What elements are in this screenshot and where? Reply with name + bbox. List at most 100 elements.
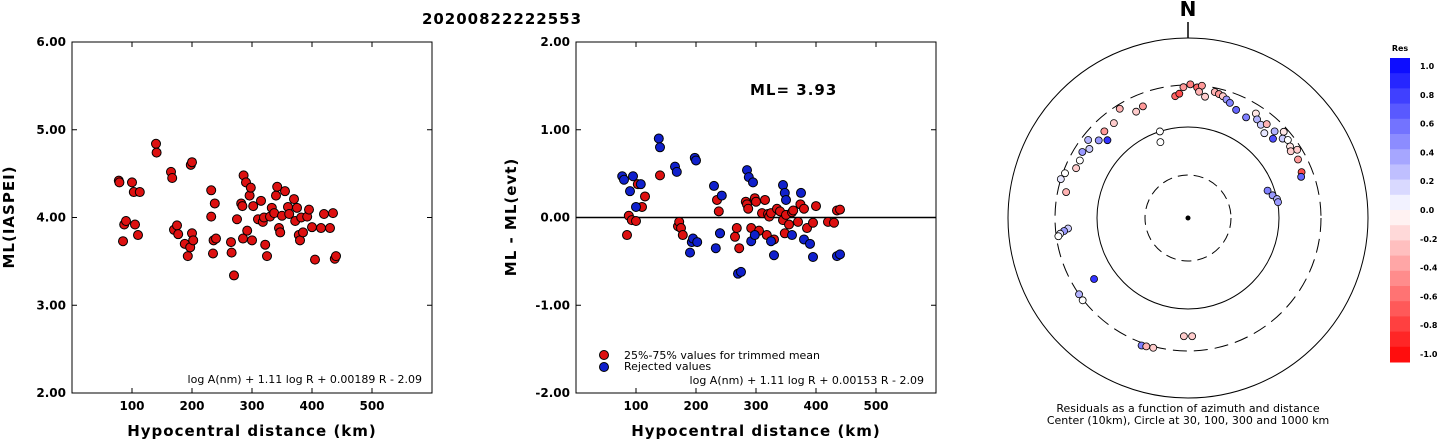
left-data-point: [298, 227, 308, 238]
left-data-point: [118, 236, 128, 247]
left-data-point: [260, 239, 271, 250]
mid-data-point: [788, 205, 799, 216]
left-y-ticks: 2.00 3.00 4.00 5.00 6.00: [36, 35, 432, 400]
ml-annotation: ML= 3.93: [750, 81, 837, 99]
mid-x-tick-label: 300: [743, 399, 768, 413]
polar-station-point: [1188, 332, 1197, 341]
mid-data-point: [710, 243, 721, 254]
left-y-tick-label: 4.00: [36, 211, 66, 225]
left-data-point: [319, 208, 329, 219]
colorbar-swatch: [1390, 179, 1410, 196]
polar-station-point: [1260, 129, 1269, 138]
left-data-point: [262, 251, 272, 262]
mid-y-tick-label: -2.00: [535, 386, 570, 400]
mid-data-point: [748, 177, 758, 188]
legend-marker-accepted: [599, 350, 609, 360]
mid-y-tick-label: 1.00: [540, 123, 570, 137]
mid-data-point: [691, 155, 701, 166]
polar-station-point: [1186, 80, 1195, 89]
colorbar-swatch: [1390, 164, 1410, 181]
polar-station-point: [1175, 89, 1184, 98]
left-points: [113, 138, 341, 281]
polar-station-point: [1138, 102, 1147, 111]
mid-data-point: [808, 251, 818, 262]
mid-data-point: [749, 230, 760, 241]
polar-station-point: [1075, 290, 1083, 299]
polar-station-point: [1078, 296, 1087, 305]
left-x-axis-label: Hypocentral distance (km): [127, 422, 377, 440]
left-data-point: [173, 229, 184, 240]
mid-data-point: [793, 216, 803, 227]
mid-data-point: [635, 179, 646, 190]
left-data-point: [271, 190, 281, 201]
mid-data-point: [628, 171, 638, 182]
colorbar-swatch: [1390, 194, 1410, 211]
polar-station-point: [1155, 127, 1164, 136]
left-x-tick-label: 100: [119, 399, 144, 413]
polar-station-point: [1149, 343, 1158, 352]
colorbar-label: -0.4: [1420, 264, 1437, 273]
mid-data-point: [692, 237, 703, 248]
left-x-tick-label: 300: [239, 399, 264, 413]
mid-data-point: [655, 142, 665, 153]
polar-residual-plot: N Residuals as a function of azimuth and…: [1007, 0, 1369, 427]
mid-data-point: [625, 186, 635, 197]
polar-station-point: [1103, 136, 1112, 145]
polar-station-point: [1078, 148, 1087, 156]
left-data-point: [121, 216, 131, 227]
north-label: N: [1180, 0, 1197, 21]
colorbar-swatch: [1390, 134, 1410, 150]
polar-station-point: [1142, 342, 1151, 351]
left-y-tick-label: 5.00: [36, 123, 66, 137]
colorbar-swatch: [1390, 270, 1410, 287]
left-data-point: [209, 198, 220, 209]
colorbar-swatch: [1390, 118, 1410, 135]
polar-station-point: [1242, 113, 1250, 122]
middle-points: [617, 133, 845, 279]
left-data-point: [187, 157, 197, 168]
left-data-point: [237, 201, 248, 212]
colorbar-label: 0.4: [1420, 148, 1435, 157]
mid-data-point: [760, 194, 770, 205]
colorbar-swatch: [1390, 286, 1410, 302]
left-data-point: [114, 177, 125, 188]
mid-data-point: [766, 236, 776, 247]
polar-station-point: [1072, 164, 1080, 173]
mid-data-point: [619, 174, 629, 185]
mid-data-point: [784, 219, 794, 230]
polar-station-point: [1297, 172, 1306, 181]
left-data-point: [188, 235, 199, 246]
polar-station-point: [1094, 136, 1103, 145]
left-data-point: [275, 227, 286, 238]
mid-data-point: [671, 166, 682, 177]
colorbar-swatch: [1390, 301, 1410, 317]
legend-label-accepted: 25%-75% values for trimmed mean: [624, 349, 820, 362]
left-data-point: [232, 214, 242, 225]
left-data-point: [280, 186, 290, 197]
left-data-point: [182, 251, 193, 262]
left-data-point: [172, 220, 182, 231]
polar-station-point: [1156, 138, 1165, 147]
legend: 25%-75% values for trimmed mean Rejected…: [599, 349, 820, 373]
colorbar-label: 1.0: [1420, 62, 1435, 71]
polar-station-point: [1075, 156, 1084, 165]
left-data-point: [292, 202, 302, 213]
mid-data-point: [751, 196, 761, 207]
left-data-point: [256, 195, 266, 206]
left-chart: 2.00 3.00 4.00 5.00 6.00 100 200 300 400 500 log…: [0, 35, 433, 440]
polar-station-point: [1056, 175, 1065, 184]
mid-data-point: [622, 230, 632, 241]
polar-station-point: [1084, 136, 1093, 144]
left-data-point: [304, 204, 314, 215]
left-data-point: [247, 235, 257, 246]
mid-data-point: [835, 249, 845, 260]
colorbar-swatch: [1390, 255, 1410, 272]
mid-data-point: [640, 191, 650, 202]
left-x-tick-label: 200: [179, 399, 204, 413]
colorbar-label: -0.6: [1420, 292, 1437, 301]
left-formula: log A(nm) + 1.11 log R + 0.00189 R - 2.0…: [188, 373, 422, 386]
mid-y-tick-label: -1.00: [535, 298, 570, 312]
polar-station-point: [1132, 107, 1141, 116]
mid-data-point: [799, 203, 809, 214]
mid-y-tick-label: 2.00: [540, 35, 570, 49]
